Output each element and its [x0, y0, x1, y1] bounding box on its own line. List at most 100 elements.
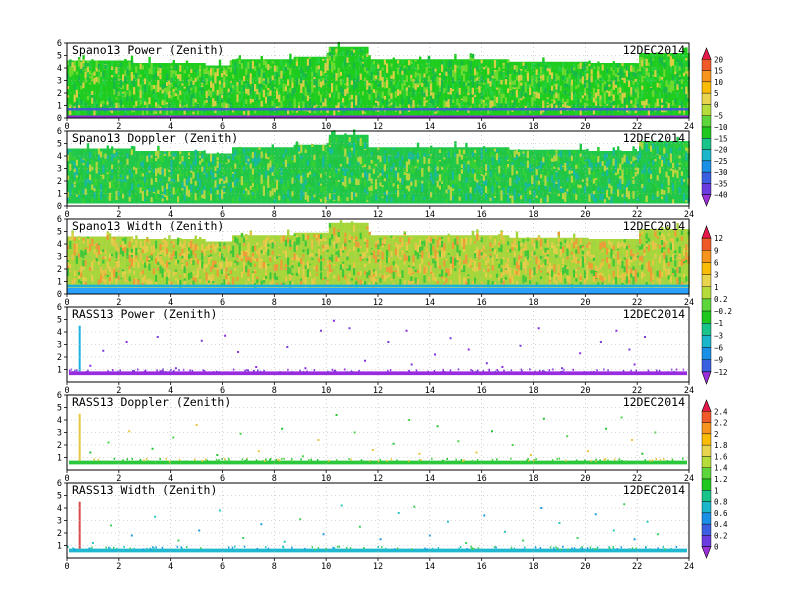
heatmap-cell: [366, 70, 369, 74]
heatmap-cell: [438, 149, 442, 153]
heatmap-cell: [390, 166, 393, 172]
heatmap-cell: [159, 74, 162, 80]
heatmap-cell: [414, 59, 417, 62]
heatmap-cell: [478, 98, 481, 105]
heatmap-cell: [150, 158, 153, 163]
heatmap-cell: [344, 185, 347, 190]
heatmap-column: [91, 59, 94, 116]
heatmap-cell: [625, 187, 629, 194]
heatmap-cell: [84, 148, 87, 152]
heatmap-cell: [183, 99, 186, 103]
heatmap-cell: [155, 275, 158, 282]
heatmap-cell: [122, 250, 125, 257]
heatmap-cell: [227, 180, 230, 187]
heatmap-cell: [535, 168, 538, 176]
heatmap-cell: [278, 94, 281, 101]
heatmap-cell: [249, 174, 252, 181]
heatmap-cell: [157, 97, 160, 105]
heatmap-cell: [564, 174, 567, 180]
heatmap-cell: [436, 170, 439, 175]
heatmap-cell: [438, 161, 442, 167]
heatmap-cell: [320, 186, 323, 192]
heatmap-cell: [425, 100, 428, 103]
heatmap-cell: [188, 155, 191, 159]
heatmap-cell: [394, 101, 398, 107]
heatmap-cell: [185, 185, 189, 194]
heatmap-cell: [355, 95, 358, 104]
heatmap-cell: [568, 95, 571, 99]
heatmap-cell: [667, 103, 670, 109]
heatmap-cell: [370, 83, 373, 90]
heatmap-cell: [570, 153, 574, 161]
heatmap-cell: [339, 78, 343, 86]
heatmap-cell: [381, 169, 384, 176]
heatmap-cell: [590, 200, 593, 203]
heatmap-cell: [210, 68, 213, 76]
heatmap-cell: [551, 158, 554, 162]
heatmap-cell: [238, 91, 241, 94]
heatmap-cell: [115, 97, 118, 100]
heatmap-cell: [240, 92, 244, 101]
heatmap-cell: [590, 153, 593, 160]
heatmap-cell: [522, 108, 525, 114]
heatmap-cell: [78, 110, 81, 116]
heatmap-cell: [350, 186, 354, 189]
heatmap-column: [183, 151, 186, 204]
heatmap-column: [586, 61, 589, 116]
heatmap-cell: [350, 107, 354, 115]
heatmap-cell: [537, 72, 541, 76]
heatmap-cell: [683, 57, 686, 64]
heatmap-cell: [568, 162, 571, 171]
heatmap-cell: [278, 86, 281, 89]
heatmap-cell: [102, 71, 105, 79]
heatmap-cell: [339, 105, 343, 110]
heatmap-cell: [652, 76, 655, 83]
heatmap-cell: [100, 86, 103, 94]
heatmap-cell: [485, 172, 488, 176]
heatmap-cell: [669, 62, 673, 67]
heatmap-cell: [150, 63, 153, 68]
heatmap-cell: [361, 55, 365, 59]
heatmap-cell: [243, 75, 246, 82]
heatmap-cell: [557, 75, 560, 80]
heatmap-cell: [603, 178, 607, 181]
heatmap-cell: [100, 161, 103, 165]
heatmap-cell: [366, 80, 369, 87]
heatmap-cell: [207, 76, 211, 82]
heatmap-cell: [181, 83, 184, 86]
heatmap-cell: [588, 92, 591, 98]
heatmap-cell: [467, 160, 470, 168]
heatmap-cell: [498, 165, 501, 174]
heatmap-cell: [658, 146, 662, 151]
heatmap-cell: [254, 188, 257, 193]
heatmap-column: [372, 147, 376, 204]
heatmap-cell: [117, 165, 120, 174]
heatmap-column: [243, 147, 246, 204]
heatmap-cell: [485, 194, 488, 200]
heatmap-column: [443, 147, 446, 204]
heatmap-cell: [458, 183, 461, 189]
heatmap-cell: [566, 188, 569, 192]
heatmap-cell: [245, 99, 248, 105]
heatmap-cell: [137, 177, 140, 182]
heatmap-cell: [568, 93, 571, 97]
heatmap-cell: [227, 155, 230, 160]
heatmap-cell: [295, 110, 299, 113]
heatmap-column: [326, 142, 329, 204]
heatmap-cell: [513, 65, 516, 72]
heatmap-cell: [190, 81, 193, 88]
heatmap-cell: [441, 166, 444, 170]
heatmap-column: [667, 141, 670, 204]
heatmap-cell: [639, 141, 642, 147]
heatmap-cell: [361, 91, 365, 96]
heatmap-cell: [236, 177, 239, 182]
heatmap-cell: [676, 144, 679, 149]
heatmap-column: [170, 62, 173, 116]
heatmap-cell: [381, 67, 384, 71]
heatmap-cell: [71, 270, 74, 278]
heatmap-cell: [93, 281, 96, 287]
heatmap-cell: [113, 82, 116, 87]
heatmap-cell: [218, 94, 222, 102]
heatmap-cell: [278, 189, 281, 196]
heatmap-column: [146, 151, 149, 204]
